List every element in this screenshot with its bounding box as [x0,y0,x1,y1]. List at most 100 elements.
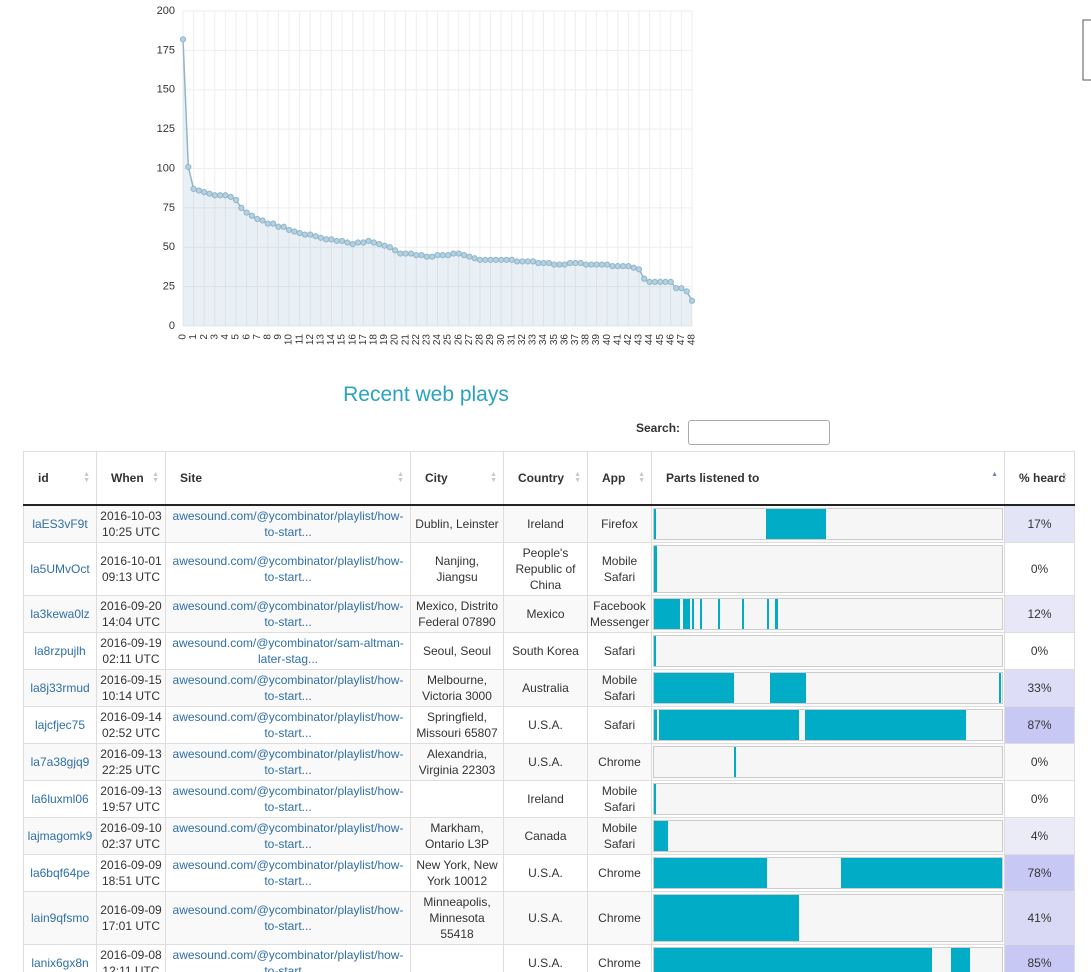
parts-segment [951,948,971,972]
point [201,189,208,196]
country-cell: Ireland [503,780,588,818]
id-cell[interactable]: lain9qfsmo [23,891,97,945]
point [386,244,393,251]
point [195,187,203,194]
sort-icon[interactable]: ▲ ▼ [83,471,90,484]
y-tick-label: 0 [169,320,175,332]
sort-icon[interactable]: ▲ [991,471,998,478]
parts-bar [653,635,1003,667]
site-cell[interactable]: awesound.com/@ycombinator/playlist/how-t… [165,944,411,972]
point [381,242,388,249]
point [657,278,664,285]
id-cell[interactable]: la6luxml06 [23,780,97,818]
id-cell[interactable]: la3kewa0lz [23,595,97,633]
x-tick-label: 21 [400,334,411,346]
country-cell: South Korea [503,632,588,670]
y-tick-label: 150 [157,84,175,96]
site-cell[interactable]: awesound.com/@ycombinator/sam-altman-lat… [165,632,411,670]
point [259,217,266,224]
id-cell[interactable]: la5UMvOct [23,542,97,596]
site-cell[interactable]: awesound.com/@ycombinator/playlist/how-t… [165,669,411,707]
parts-bar [653,672,1003,704]
column-header[interactable]: App ▲ ▼ [587,451,652,506]
point [688,297,696,304]
heard-cell: 0% [1004,542,1075,596]
x-tick-label: 18 [369,334,380,346]
column-header[interactable]: Site ▲ ▼ [165,451,411,506]
point [285,226,293,234]
id-cell[interactable]: la6bqf64pe [23,854,97,892]
sort-icon[interactable]: ▲ ▼ [638,471,645,484]
sort-icon[interactable]: ▲ ▼ [574,471,581,484]
x-tick-label: 23 [422,334,433,346]
id-cell[interactable]: laES3vF9t [23,504,97,543]
sort-icon[interactable]: ▲ ▼ [1061,471,1068,484]
id-cell[interactable]: lajmagomk9 [23,817,97,855]
x-tick-label: 40 [602,334,613,346]
when-cell: 2016-09-09 18:51 UTC [96,854,166,892]
parts-segment [691,599,694,629]
column-header[interactable]: Country ▲ ▼ [503,451,588,506]
point [609,263,616,270]
sort-icon[interactable]: ▲ ▼ [490,471,497,484]
search-input[interactable] [688,420,830,445]
point [344,239,351,246]
column-header[interactable]: Parts listened to ▲ [651,451,1005,506]
id-cell[interactable]: la7a38gjq9 [23,743,97,781]
country-cell: Ireland [503,504,588,543]
y-tick-label: 75 [163,202,175,214]
parts-cell [651,891,1005,945]
column-header[interactable]: % heard ▲ ▼ [1004,451,1075,506]
x-tick-label: 25 [443,334,454,346]
point [222,192,229,199]
x-tick-label: 4 [220,334,231,340]
site-cell[interactable]: awesound.com/@ycombinator/playlist/how-t… [165,854,411,892]
site-cell[interactable]: awesound.com/@ycombinator/playlist/how-t… [165,743,411,781]
column-header[interactable]: City ▲ ▼ [410,451,504,506]
point [429,253,436,260]
city-cell: Minneapolis, Minnesota 55418 [410,891,504,945]
x-tick-label: 9 [273,334,284,340]
x-tick-label: 2 [199,334,210,340]
column-header[interactable]: When ▲ ▼ [96,451,166,506]
y-tick-label: 25 [163,281,175,293]
heard-cell: 0% [1004,743,1075,781]
sort-icon[interactable]: ▲ ▼ [152,471,159,484]
x-tick-label: 14 [326,334,337,346]
point [487,256,494,263]
point [588,261,595,268]
heard-cell: 17% [1004,504,1075,543]
site-cell[interactable]: awesound.com/@ycombinator/playlist/how-t… [165,817,411,855]
id-cell[interactable]: la8rzpujlh [23,632,97,670]
column-header[interactable]: id ▲ ▼ [23,451,97,506]
parts-segment [658,710,800,740]
point [513,258,521,265]
parts-segment [654,858,768,888]
parts-bar [653,857,1003,889]
point [683,288,690,295]
id-cell[interactable]: la8j33rmud [23,669,97,707]
point [466,253,473,260]
site-cell[interactable]: awesound.com/@ycombinator/playlist/how-t… [165,706,411,744]
parts-segment [654,710,658,740]
site-cell[interactable]: awesound.com/@ycombinator/playlist/how-t… [165,891,411,945]
parts-bar [653,709,1003,741]
site-cell[interactable]: awesound.com/@ycombinator/playlist/how-t… [165,542,411,596]
point [323,236,330,243]
point [291,228,298,235]
point [556,261,563,268]
table-row: la8j33rmud 2016-09-15 10:14 UTC awesound.c… [23,669,1075,707]
point [476,256,484,263]
x-tick-label: 32 [517,334,528,346]
site-cell[interactable]: awesound.com/@ycombinator/playlist/how-t… [165,780,411,818]
site-cell[interactable]: awesound.com/@ycombinator/playlist/how-t… [165,595,411,633]
sort-icon[interactable]: ▲ ▼ [397,471,404,484]
point [349,241,356,248]
point [508,256,515,263]
parts-cell [651,944,1005,972]
id-cell[interactable]: lanix6gx8n [23,944,97,972]
id-cell[interactable]: lajcfjec75 [23,706,97,744]
when-cell: 2016-10-03 10:25 UTC [96,504,166,543]
site-cell[interactable]: awesound.com/@ycombinator/playlist/how-t… [165,504,411,543]
parts-bar [653,598,1003,630]
